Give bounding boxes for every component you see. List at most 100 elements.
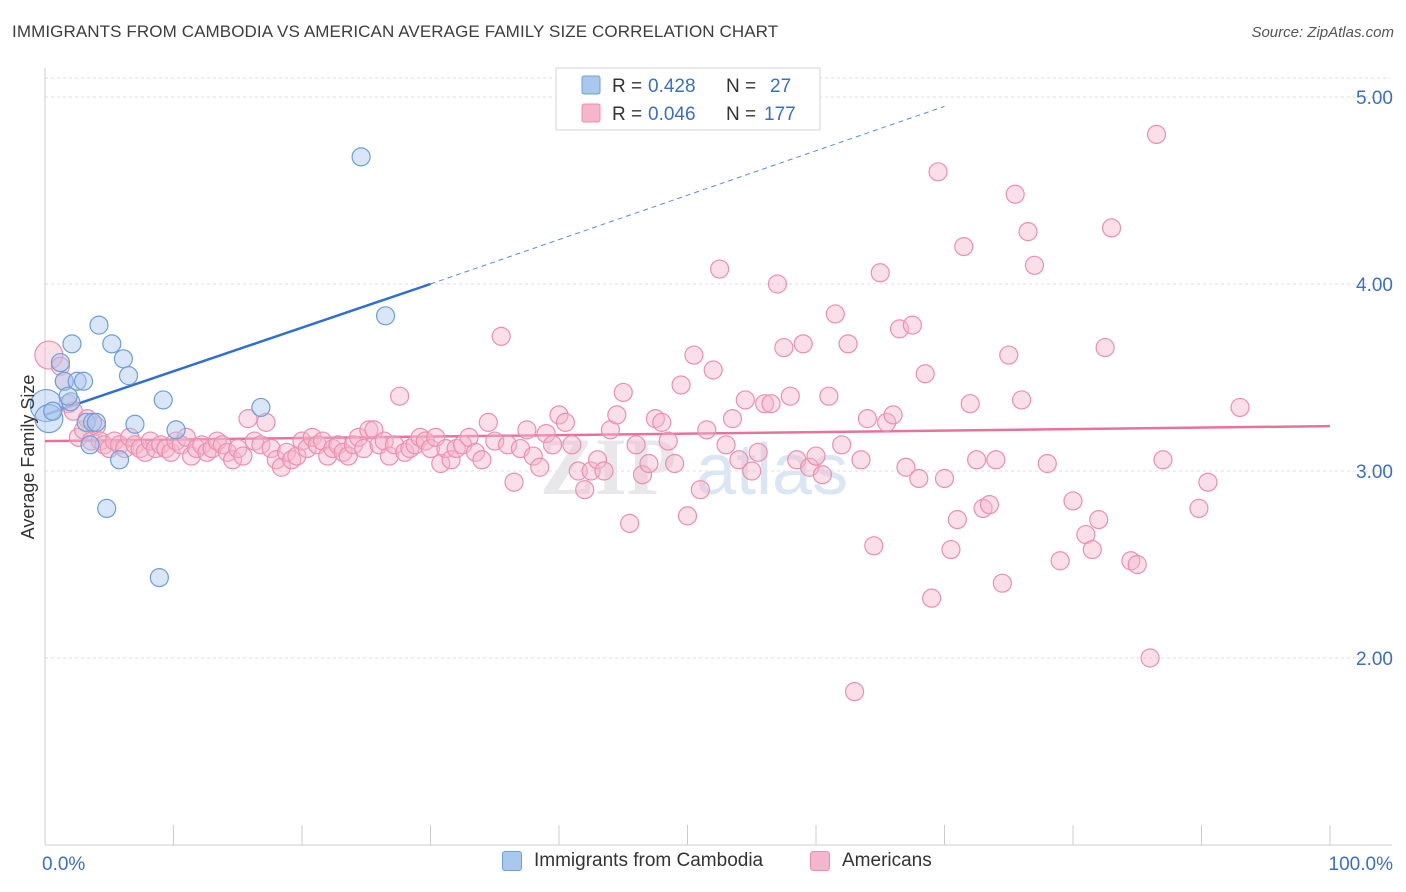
americans-point-157 xyxy=(947,510,967,530)
americans-point-101 xyxy=(587,450,608,470)
americans-point-111 xyxy=(652,412,672,432)
cambodia-point-14 xyxy=(97,498,117,518)
americans-point-25 xyxy=(166,431,186,451)
cambodia-point-22 xyxy=(166,420,186,440)
cambodia-point-16 xyxy=(109,450,130,470)
americans-point-61 xyxy=(354,438,374,459)
americans-point-125 xyxy=(742,461,762,481)
americans-point-117 xyxy=(690,480,710,500)
legend-label-americans: Americans xyxy=(842,850,932,871)
americans-point-14 xyxy=(109,435,130,455)
americans-point-105 xyxy=(613,382,633,403)
americans-point-160 xyxy=(967,450,987,470)
americans-point-23 xyxy=(156,438,176,459)
americans-point-164 xyxy=(992,573,1012,593)
americans-point-122 xyxy=(722,409,743,429)
americans-point-95 xyxy=(549,405,569,425)
americans-point-29 xyxy=(187,438,207,459)
americans-point-148 xyxy=(889,319,910,339)
americans-point-175 xyxy=(1089,510,1109,530)
americans-point-11 xyxy=(94,435,114,455)
cambodia-point-5 xyxy=(62,334,82,354)
stats-n-label-blue: N = xyxy=(726,76,756,97)
cambodia-point-23 xyxy=(251,397,271,418)
cambodia-point-12 xyxy=(86,412,107,432)
americans-point-60 xyxy=(348,427,369,447)
americans-point-185 xyxy=(1230,397,1250,418)
americans-point-163 xyxy=(986,450,1006,470)
americans-point-150 xyxy=(902,315,922,335)
americans-point-15 xyxy=(115,438,135,459)
americans-point-58 xyxy=(338,446,358,466)
americans-point-155 xyxy=(934,468,955,489)
stats-n-value-blue: 27 xyxy=(770,76,791,97)
americans-point-147 xyxy=(883,405,903,425)
americans-point-181 xyxy=(1146,124,1167,144)
americans-point-165 xyxy=(999,345,1019,365)
americans-point-133 xyxy=(793,334,813,354)
americans-point-24 xyxy=(161,442,181,462)
americans-point-62 xyxy=(359,420,379,440)
stats-legend: R = 0.428 N = 27 R = 0.046 N = 177 xyxy=(555,67,821,131)
americans-point-68 xyxy=(390,386,410,406)
americans-point-154 xyxy=(928,162,948,182)
americans-point-128 xyxy=(761,394,781,414)
legend-item-cambodia: Immigrants from Cambodia xyxy=(502,850,763,872)
americans-point-88 xyxy=(504,472,524,492)
americans-point-113 xyxy=(665,453,685,474)
americans-point-142 xyxy=(851,450,871,470)
trend-line-cambodia xyxy=(44,282,431,417)
americans-point-158 xyxy=(954,237,974,257)
bottom-legend: Immigrants from Cambodia Americans xyxy=(0,850,1406,880)
cambodia-point-20 xyxy=(149,567,169,588)
chart-source: Source: ZipAtlas.com xyxy=(1251,24,1394,41)
americans-point-118 xyxy=(697,420,717,440)
americans-point-86 xyxy=(491,326,511,346)
americans-point-180 xyxy=(1140,648,1160,668)
americans-point-65 xyxy=(374,431,394,451)
americans-point-127 xyxy=(754,394,775,414)
americans-point-106 xyxy=(620,513,640,533)
americans-point-19 xyxy=(135,442,155,462)
americans-point-119 xyxy=(703,360,723,380)
americans-point-114 xyxy=(671,375,691,395)
americans-point-183 xyxy=(1189,498,1209,518)
americans-point-151 xyxy=(909,468,929,489)
y-axis-label: Average Family Size xyxy=(18,375,38,540)
americans-point-55 xyxy=(323,438,343,459)
chart-title: IMMIGRANTS FROM CAMBODIA VS AMERICAN AVE… xyxy=(12,22,779,41)
americans-point-120 xyxy=(710,259,730,279)
cambodia-point-9 xyxy=(76,412,96,432)
cambodia-point-18 xyxy=(118,366,139,386)
americans-point-18 xyxy=(130,438,150,459)
americans-point-76 xyxy=(431,453,451,474)
americans-point-102 xyxy=(594,461,614,481)
americans-point-43 xyxy=(261,438,281,459)
watermark-atlas: atlas xyxy=(696,430,848,510)
americans-point-141 xyxy=(844,682,865,702)
americans-point-182 xyxy=(1153,450,1173,470)
cambodia-point-3 xyxy=(50,352,71,373)
americans-point-126 xyxy=(748,442,768,462)
americans-point-97 xyxy=(562,435,582,455)
americans-point-92 xyxy=(530,457,550,477)
americans-point-36 xyxy=(223,450,243,470)
americans-point-171 xyxy=(1050,551,1070,571)
stats-n-value-pink: 177 xyxy=(764,104,796,125)
legend-swatch-cambodia xyxy=(502,851,522,871)
cambodia-point-19 xyxy=(125,414,145,434)
watermark: ZIP atlas xyxy=(540,421,848,512)
americans-point-116 xyxy=(684,345,704,365)
y-tick-label-2: 4.00 xyxy=(1356,275,1393,296)
americans-point-48 xyxy=(287,446,307,466)
americans-point-96 xyxy=(555,412,576,432)
americans-point-69 xyxy=(395,442,415,462)
points-cambodia xyxy=(29,147,396,588)
americans-point-107 xyxy=(626,435,646,455)
trend-line-cambodia-extension xyxy=(430,105,945,285)
americans-point-166 xyxy=(1005,184,1025,204)
stats-r-value-blue: 0.428 xyxy=(648,76,696,97)
americans-point-39 xyxy=(238,409,258,429)
cambodia-point-24 xyxy=(351,147,371,167)
